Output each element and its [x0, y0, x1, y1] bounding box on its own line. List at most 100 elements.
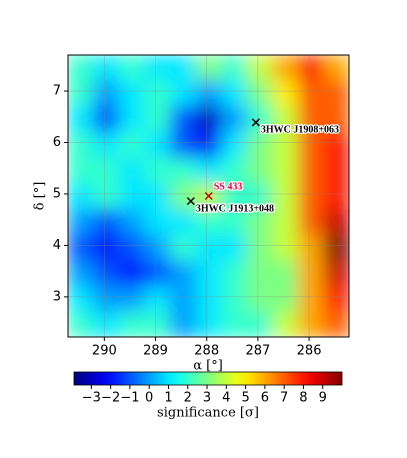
- source-label: 3HWC J1913+048: [196, 203, 274, 214]
- heatmap-cell: [272, 157, 299, 185]
- heatmap-cell: [68, 55, 95, 82]
- heatmap-cell: [195, 80, 223, 107]
- y-tick-label: 6: [53, 135, 61, 150]
- heatmap-cell: [195, 286, 223, 313]
- heatmap-cell: [246, 183, 274, 210]
- heatmap-cell: [323, 157, 349, 185]
- heatmap-cell: [221, 260, 248, 288]
- heatmap-cell: [169, 311, 197, 337]
- x-tick-label: 289: [143, 344, 168, 359]
- heatmap-cell: [93, 131, 120, 159]
- colorbar-tick-label: 0: [145, 391, 153, 406]
- heatmap-cell: [118, 311, 146, 337]
- heatmap-cell: [68, 131, 95, 159]
- heatmap-cell: [323, 55, 349, 82]
- x-tick-label: 286: [297, 344, 322, 359]
- heatmap-cell: [118, 286, 146, 313]
- heatmap-cell: [195, 105, 223, 133]
- heatmap-cell: [144, 80, 171, 107]
- heatmap-cell: [272, 105, 299, 133]
- source-label: 3HWC J1908+063: [261, 125, 339, 136]
- heatmap-cell: [297, 157, 325, 185]
- heatmap-cell: [195, 260, 223, 288]
- heatmap-cell: [93, 55, 120, 82]
- heatmap-cell: [169, 55, 197, 82]
- heatmap-cell: [144, 157, 171, 185]
- heatmap-cell: [272, 55, 299, 82]
- heatmap-cell: [68, 80, 95, 107]
- heatmap-cell: [297, 234, 325, 262]
- source-label: SS 433: [214, 181, 243, 192]
- colorbar-tick-label: 5: [241, 391, 249, 406]
- heatmap-cell: [93, 286, 120, 313]
- heatmap-cell: [118, 234, 146, 262]
- heatmap-cell: [93, 80, 120, 107]
- heatmap-cell: [68, 286, 95, 313]
- heatmap-cell: [272, 80, 299, 107]
- heatmap-cell: [144, 311, 171, 337]
- heatmap-cell: [68, 183, 95, 210]
- heatmap-cell: [297, 311, 325, 337]
- heatmap-cell: [93, 157, 120, 185]
- heatmap-cell: [144, 183, 171, 210]
- heatmap-cell: [297, 286, 325, 313]
- heatmap-cell: [246, 105, 274, 133]
- colorbar-tick-label: −3: [82, 391, 101, 406]
- colorbar-tick-label: −2: [101, 391, 120, 406]
- heatmap-cell: [246, 131, 274, 159]
- heatmap-cell: [246, 208, 274, 236]
- y-tick-label: 4: [53, 238, 61, 253]
- heatmap-cell: [297, 105, 325, 133]
- heatmap-cell: [297, 260, 325, 288]
- heatmap-cell: [195, 311, 223, 337]
- heatmap-cell: [246, 311, 274, 337]
- heatmap-cell: [246, 80, 274, 107]
- heatmap-cell: [323, 105, 349, 133]
- heatmap-cell: [221, 80, 248, 107]
- heatmap-cell: [93, 311, 120, 337]
- heatmap-cell: [169, 183, 197, 210]
- heatmap-cell: [144, 286, 171, 313]
- heatmap-cell: [169, 286, 197, 313]
- heatmap-cell: [195, 208, 223, 236]
- colorbar: [73, 371, 343, 386]
- colorbar-tick-label: 6: [261, 391, 269, 406]
- heatmap-cell: [221, 183, 248, 210]
- heatmap-cell: [221, 131, 248, 159]
- x-axis-label: α [°]: [193, 359, 223, 374]
- heatmap-cell: [93, 105, 120, 133]
- heatmap-cell: [118, 105, 146, 133]
- heatmap-cell: [297, 131, 325, 159]
- heatmap-cell: [93, 260, 120, 288]
- y-tick-label: 5: [53, 186, 61, 201]
- heatmap-cell: [68, 311, 95, 337]
- heatmap-cell: [144, 105, 171, 133]
- heatmap-cell: [221, 208, 248, 236]
- colorbar-tick-label: −1: [120, 391, 139, 406]
- x-tick-label: 290: [92, 344, 117, 359]
- heatmap-cell: [118, 131, 146, 159]
- heatmap-cell: [272, 131, 299, 159]
- x-tick-label: 287: [245, 344, 270, 359]
- heatmap-cell: [93, 234, 120, 262]
- heatmap-cell: [195, 157, 223, 185]
- source-marker: [204, 191, 213, 201]
- heatmap-cell: [68, 234, 95, 262]
- heatmap-cell: [169, 260, 197, 288]
- heatmap-cell: [144, 55, 171, 82]
- heatmap-cell: [221, 311, 248, 337]
- heatmap-cell: [297, 80, 325, 107]
- heatmap-cell: [68, 208, 95, 236]
- heatmap-cell: [272, 311, 299, 337]
- x-tick-label: 288: [194, 344, 219, 359]
- heatmap-cell: [118, 80, 146, 107]
- heatmap-cell: [118, 55, 146, 82]
- heatmap-cell: [272, 234, 299, 262]
- heatmap-cell: [246, 260, 274, 288]
- heatmap-cell: [323, 80, 349, 107]
- source-marker: [251, 118, 260, 127]
- colorbar-tick-label: 4: [222, 391, 230, 406]
- heatmap-cell: [68, 105, 95, 133]
- heatmap-cell: [221, 55, 248, 82]
- colorbar-tick-label: 3: [203, 391, 211, 406]
